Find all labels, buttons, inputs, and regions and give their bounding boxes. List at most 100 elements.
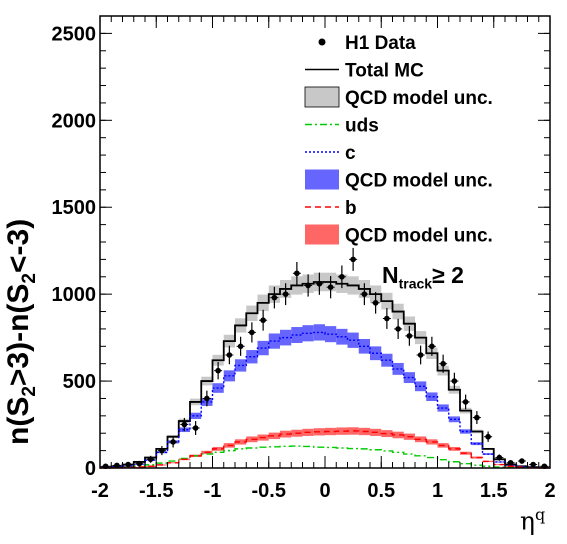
data-point <box>136 460 143 467</box>
band-bin-c-24 <box>370 346 382 361</box>
band-bin-c-20 <box>325 326 337 343</box>
y-axis-label-part-c: <-3) <box>2 218 35 273</box>
x-tick-label: 0 <box>319 480 330 502</box>
data-point <box>451 378 458 384</box>
band-bin-b-20 <box>325 427 337 436</box>
band-bin-b-16 <box>280 430 292 438</box>
band-bin-c-8 <box>190 412 202 419</box>
data-point <box>350 256 356 263</box>
legend-marker-box <box>305 169 339 190</box>
data-point <box>417 352 424 358</box>
band-bin-c-19 <box>313 324 325 341</box>
band-bin-b-26 <box>392 431 404 439</box>
legend-label: QCD model unc. <box>345 226 493 247</box>
band-bin-b-10 <box>212 446 224 451</box>
data-point <box>226 352 233 358</box>
x-tick-label: 1.5 <box>480 480 508 502</box>
data-point <box>530 461 536 468</box>
legend-label: QCD model unc. <box>345 171 493 192</box>
x-tick-label: -0.5 <box>252 480 286 502</box>
legend-label: uds <box>345 116 379 137</box>
data-point <box>159 447 165 454</box>
y-axis-label-part-a: n(S <box>2 396 35 445</box>
data-point <box>316 280 323 287</box>
x-axis-label: ηq <box>520 505 545 535</box>
band-bin-b-29 <box>426 439 438 445</box>
band-bin-b-31 <box>448 446 460 451</box>
ntrack-main: N <box>382 262 399 288</box>
data-point <box>282 291 289 297</box>
band-bin-c-32 <box>460 429 472 434</box>
y-tick-label: 2000 <box>52 110 97 132</box>
data-point <box>485 433 491 440</box>
data-point <box>271 294 278 301</box>
band-bin-b-12 <box>235 439 247 445</box>
data-point <box>204 395 210 402</box>
legend-label: b <box>345 198 357 219</box>
band-bin-b-6 <box>167 462 179 464</box>
x-axis-label-symbol: η <box>520 506 535 536</box>
band-bin-c-12 <box>235 359 247 372</box>
legend-label: c <box>345 143 356 164</box>
data-point <box>249 329 255 336</box>
y-axis-label: n(S2>3)-n(S2<-3) <box>2 219 41 445</box>
y-tick-label: 0 <box>85 458 96 480</box>
data-point <box>327 284 334 291</box>
data-point <box>192 425 199 431</box>
band-bin-c-18 <box>302 325 314 342</box>
data-point <box>114 462 120 469</box>
data-point <box>507 459 514 466</box>
x-tick-label: 1 <box>432 480 443 502</box>
data-point <box>339 273 345 280</box>
x-tick-label: -1.5 <box>139 480 173 502</box>
data-point <box>429 343 435 350</box>
x-tick-label: -1 <box>204 480 222 502</box>
mc-histograms <box>100 281 550 469</box>
y-tick-label: 1500 <box>52 197 97 219</box>
data-point <box>440 360 446 367</box>
data-point <box>462 399 469 405</box>
data-point <box>294 270 300 277</box>
x-axis-label-sup: q <box>534 505 546 524</box>
data-point <box>406 333 413 339</box>
data-point <box>147 456 154 463</box>
legend-marker-box <box>304 86 340 108</box>
data-point <box>395 326 401 332</box>
data-point <box>361 291 368 297</box>
band-bin-b-25 <box>381 430 393 438</box>
band-bin-b-22 <box>347 427 359 435</box>
series-line-total-mc <box>100 281 550 469</box>
band-bin-c-29 <box>426 392 438 401</box>
legend-label: QCD model unc. <box>345 88 493 109</box>
legend-label: H1 Data <box>345 33 416 54</box>
data-point <box>372 300 379 306</box>
band-bin-b-15 <box>268 432 280 440</box>
band-bin-c-14 <box>257 340 269 356</box>
band-bin-c-16 <box>280 329 292 346</box>
data-point <box>260 317 266 324</box>
y-tick-label: 1000 <box>52 284 97 306</box>
axes: -2 -1.5 -1 -0.5 0 0.5 1 1.5 2 0 500 1000 1500 2000 250… <box>52 15 556 502</box>
y-axis-label-sub-b: 2 <box>19 273 40 284</box>
data-point <box>384 315 390 322</box>
legend-label: Total MC <box>345 61 424 82</box>
y-tick-label: 500 <box>63 371 96 393</box>
x-tick-label: 2 <box>544 480 555 502</box>
ntrack-tail: ≥ 2 <box>432 262 464 288</box>
band-bin-b-35 <box>493 464 505 466</box>
data-point <box>496 454 503 461</box>
band-bin-c-13 <box>246 350 258 364</box>
data-point <box>170 439 176 445</box>
x-tick-label: 0.5 <box>367 480 395 502</box>
data-point <box>305 282 311 289</box>
data-point <box>181 421 188 428</box>
data-point <box>474 414 480 421</box>
band-bin-c-35 <box>493 461 505 463</box>
data-points <box>101 247 549 470</box>
legend-marker-box <box>305 224 339 245</box>
legend-marker-point <box>318 38 326 46</box>
legend: H1 Data Total MC QCD model unc. uds c QCD mod… <box>304 33 493 247</box>
series-line-c <box>100 331 550 469</box>
data-point <box>519 458 525 464</box>
